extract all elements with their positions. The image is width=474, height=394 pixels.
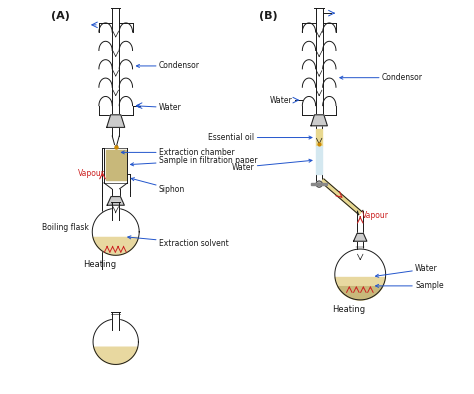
Polygon shape xyxy=(93,319,138,364)
Text: Vapour: Vapour xyxy=(362,211,389,220)
Text: Siphon: Siphon xyxy=(131,178,185,194)
Text: Extraction solvent: Extraction solvent xyxy=(128,236,228,248)
Text: Essential oil: Essential oil xyxy=(209,133,312,142)
Polygon shape xyxy=(316,146,322,174)
Text: (A): (A) xyxy=(51,11,70,21)
Text: Water: Water xyxy=(137,103,182,112)
Polygon shape xyxy=(93,238,138,255)
Polygon shape xyxy=(107,197,124,205)
Text: Condensor: Condensor xyxy=(137,61,200,71)
Polygon shape xyxy=(321,179,362,215)
Text: Boiling flask: Boiling flask xyxy=(42,223,89,232)
Text: Water: Water xyxy=(375,264,438,277)
Text: Extraction chamber: Extraction chamber xyxy=(121,148,234,157)
Text: Sample: Sample xyxy=(375,281,444,290)
Polygon shape xyxy=(316,129,322,146)
Polygon shape xyxy=(316,181,322,187)
Polygon shape xyxy=(107,115,125,127)
Polygon shape xyxy=(92,208,139,255)
Polygon shape xyxy=(338,287,383,300)
Text: Condensor: Condensor xyxy=(340,73,423,82)
Polygon shape xyxy=(335,249,386,300)
Polygon shape xyxy=(104,148,128,183)
Polygon shape xyxy=(112,312,119,328)
Text: Water: Water xyxy=(232,159,312,171)
Text: (B): (B) xyxy=(258,11,277,21)
Text: Sample in filtration paper: Sample in filtration paper xyxy=(130,156,257,166)
Text: Vapour: Vapour xyxy=(78,169,105,178)
Text: Heating: Heating xyxy=(332,305,365,314)
Polygon shape xyxy=(106,150,126,180)
Polygon shape xyxy=(354,233,367,241)
Polygon shape xyxy=(311,183,328,185)
Polygon shape xyxy=(335,277,385,300)
Polygon shape xyxy=(112,202,119,218)
Polygon shape xyxy=(311,115,328,126)
Text: Heating: Heating xyxy=(83,260,117,269)
Polygon shape xyxy=(94,347,137,364)
Text: Water: Water xyxy=(270,96,292,105)
